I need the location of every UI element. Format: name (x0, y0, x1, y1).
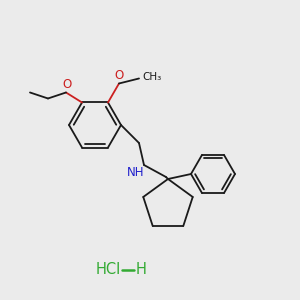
Text: O: O (114, 69, 124, 82)
Text: HCl: HCl (95, 262, 121, 278)
Text: NH: NH (127, 166, 145, 179)
Text: H: H (136, 262, 146, 278)
Text: O: O (62, 78, 72, 91)
Text: CH₃: CH₃ (142, 73, 161, 82)
